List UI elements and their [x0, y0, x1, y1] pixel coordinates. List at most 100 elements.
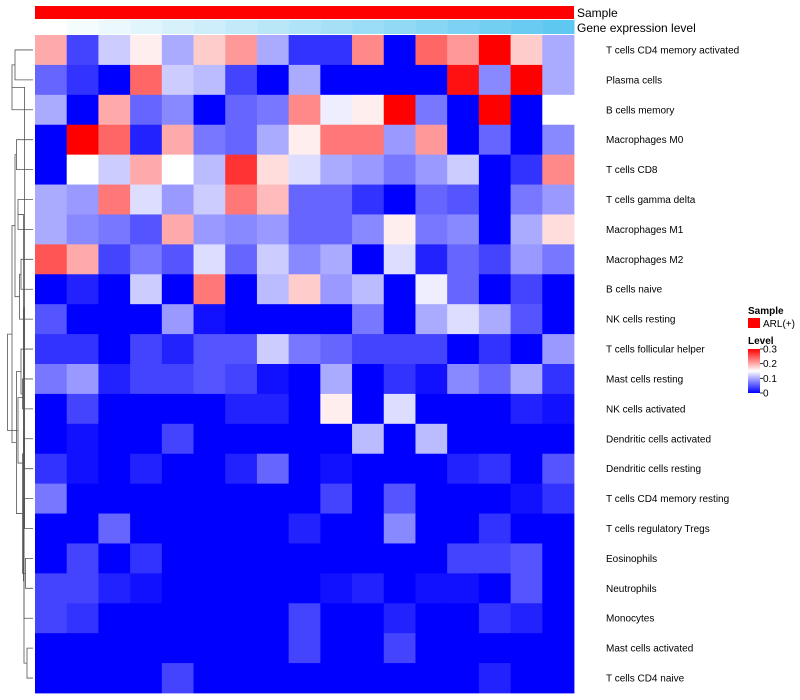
heatmap-cell [447, 364, 480, 395]
heatmap-cell [193, 663, 226, 694]
heatmap-cell [256, 334, 290, 365]
heatmap-cell [66, 483, 99, 514]
heatmap-cell [383, 64, 416, 96]
heatmap-cell [383, 603, 416, 634]
heatmap-cell [352, 453, 385, 485]
dendrogram-branch [25, 558, 33, 589]
heatmap-cell [225, 513, 258, 544]
heatmap-cell [130, 603, 163, 634]
heatmap-cell [35, 334, 68, 365]
heatmap-cell [130, 304, 163, 335]
heatmap-cell [288, 334, 321, 365]
dendrogram-branch [16, 371, 23, 514]
row-labels: T cells CD4 memory activated Plasma cells… [606, 45, 739, 684]
heatmap-cell [447, 334, 480, 365]
heatmap-cell [510, 543, 543, 574]
heatmap-cell [161, 184, 194, 215]
heatmap-cell [510, 94, 543, 126]
heatmap-cell [98, 393, 131, 425]
heatmap-cell [256, 543, 290, 574]
heatmap-cell [161, 154, 194, 185]
heatmap-cell [256, 124, 290, 156]
heatmap-cell [542, 453, 575, 485]
heatmap-cell [66, 154, 99, 185]
heatmap-cell [98, 364, 131, 395]
heatmap-cell [288, 393, 321, 425]
heatmap-cell [98, 453, 131, 485]
heatmap-cell [161, 423, 194, 455]
heatmap-cell [66, 64, 99, 96]
heatmap-cell [225, 603, 258, 634]
row-label: Macrophages M1 [606, 225, 684, 236]
legend-sample-swatch [748, 318, 760, 328]
heatmap-cell [98, 35, 131, 66]
gene-expression-track-cell [510, 20, 543, 34]
heatmap-cell [542, 35, 575, 66]
heatmap-cell [383, 154, 416, 185]
heatmap-cell [256, 513, 290, 544]
heatmap-cell [98, 154, 131, 185]
heatmap-cell [415, 244, 448, 275]
heatmap-cell [383, 543, 416, 574]
heatmap-cell [510, 274, 543, 305]
heatmap-cell [161, 603, 194, 634]
heatmap-cell [66, 423, 99, 455]
heatmap-cell [225, 334, 258, 365]
heatmap-cell [320, 393, 353, 425]
heatmap-cell [193, 603, 226, 634]
heatmap-cell [478, 274, 511, 305]
heatmap-cell [161, 35, 194, 66]
heatmap-cell [383, 423, 416, 455]
heatmap-cell [225, 364, 258, 395]
heatmap-cell [478, 154, 511, 185]
heatmap-cell [66, 334, 99, 365]
heatmap-cell [256, 154, 290, 185]
heatmap-cell [320, 304, 353, 335]
heatmap-cell [288, 364, 321, 395]
heatmap-cell [161, 483, 194, 514]
sample-track-label: Sample [577, 6, 618, 20]
heatmap-cell [98, 64, 131, 96]
heatmap-cell [98, 94, 131, 126]
heatmap-cell [225, 154, 258, 185]
dendrogram-branch [23, 438, 33, 470]
heatmap-cell [510, 154, 543, 185]
heatmap-cell [98, 483, 131, 514]
heatmap-cell [98, 573, 131, 604]
heatmap-cell [130, 364, 163, 395]
gene-expression-track-cell [225, 20, 258, 34]
heatmap-cell [383, 663, 416, 694]
heatmap-cell [256, 393, 290, 425]
heatmap-cell [225, 35, 258, 66]
heatmap-cell [225, 543, 258, 574]
heatmap-cell [415, 543, 448, 574]
heatmap-cell [478, 244, 511, 275]
heatmap-cell [383, 304, 416, 335]
heatmap-cell [383, 513, 416, 544]
legend: Sample ARL(+) Level 0.3 0.2 0.1 0 [748, 306, 795, 400]
row-label: B cells naive [606, 285, 663, 296]
heatmap-cell [510, 184, 543, 215]
heatmap-cell [352, 304, 385, 335]
heatmap-cell [320, 603, 353, 634]
heatmap-cell [320, 94, 353, 126]
heatmap-cell [35, 453, 68, 485]
heatmap-cell [447, 214, 480, 245]
heatmap-cell [320, 334, 353, 365]
legend-tick-label: 0.3 [763, 345, 777, 356]
heatmap-cell [193, 633, 226, 664]
heatmap-cell [320, 184, 353, 215]
legend-sample-title: Sample [748, 306, 784, 317]
heatmap-cell [193, 543, 226, 574]
heatmap-cell [415, 513, 448, 544]
heatmap-cell [352, 35, 385, 66]
gene-expression-track-cell [320, 20, 353, 34]
heatmap-cell [510, 603, 543, 634]
heatmap-cell [478, 184, 511, 215]
heatmap-cell [542, 184, 575, 215]
heatmap-cell [35, 35, 68, 66]
heatmap-cell [193, 453, 226, 485]
legend-colorbar [748, 349, 760, 393]
heatmap-cell [288, 453, 321, 485]
heatmap-cell [193, 64, 226, 96]
